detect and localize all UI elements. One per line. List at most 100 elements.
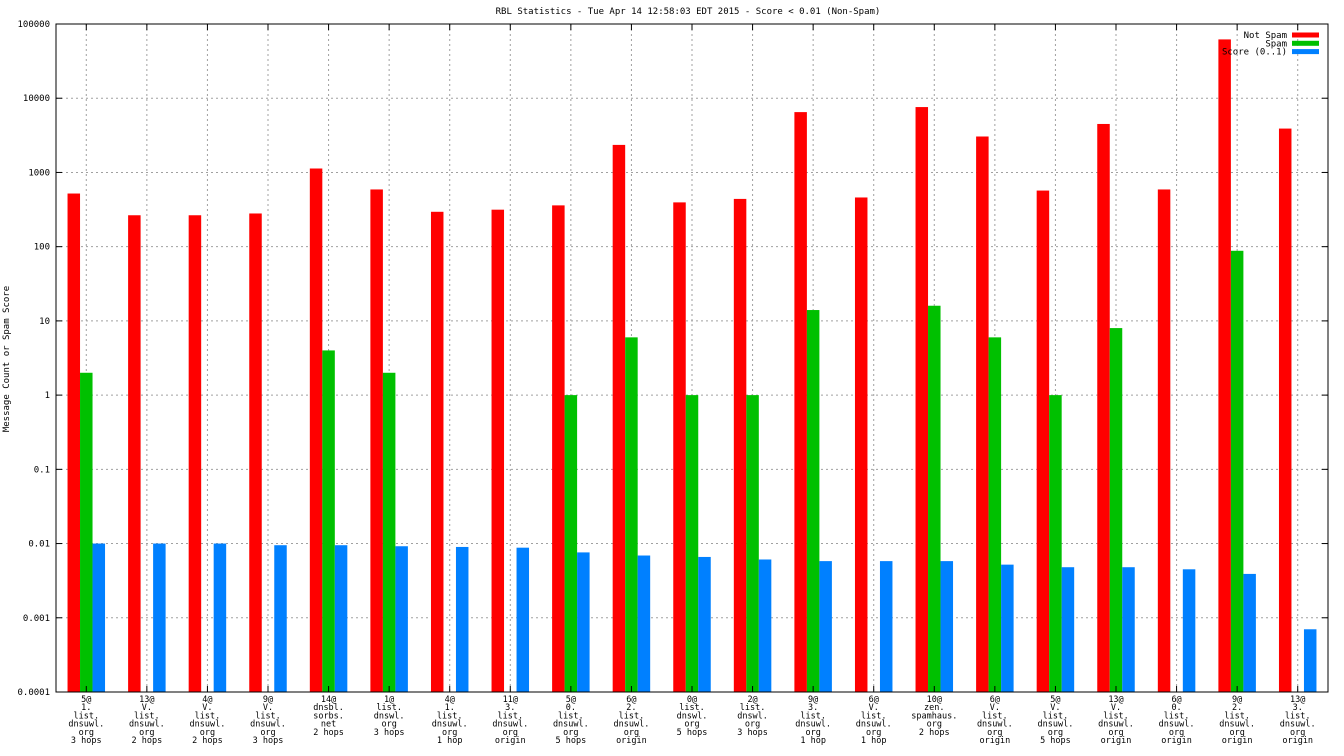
x-tick-label: 6@ 0. list. dnsuwl. org origin [1159,695,1195,746]
y-tick-label: 0.0001 [17,688,50,698]
x-tick-label: 9@ V. list. dnsuwl. org 3 hops [250,695,286,746]
bar-score-0-1 [153,543,166,692]
bar-spam [928,305,941,692]
legend-swatch [1292,40,1319,46]
bar-not-spam [128,215,141,692]
bar-not-spam [309,168,323,693]
x-tick-label: 9@ 2. list. dnsuwl. org origin [1219,695,1255,746]
bar-score-0-1 [819,561,832,692]
x-tick-label: 13@ 3. list. dnsuwl. org origin [1280,695,1316,746]
bar-not-spam [430,211,444,693]
x-tick-label: 10@ zen. spamhaus. org 2 hops [911,695,957,738]
bar-not-spam [854,197,868,692]
bars-layer [67,39,1317,693]
bar-score-0-1 [1001,564,1014,692]
bar-not-spam [733,198,747,692]
bar-spam [564,395,578,692]
bar-spam [685,395,699,692]
y-tick-label: 0.001 [23,614,50,624]
x-tick-label: 4@ 1. list. dnsuwl. org 1 hop [432,695,468,746]
x-tick-label: 13@ V. list. dnsuwl. org origin [1098,695,1134,746]
bar-spam [1049,395,1062,692]
y-tick-label: 0.1 [34,465,50,475]
bar-score-0-1 [637,555,651,692]
bar-not-spam [673,202,686,692]
x-tick-label: 14@ dnsbl. sorbs. net 2 hops [313,695,344,738]
bar-not-spam [67,193,81,692]
chart-title: RBL Statistics - Tue Apr 14 12:58:03 EDT… [496,7,881,17]
bar-score-0-1 [758,559,772,692]
x-tick-label: 2@ list. dnswl. org 3 hops [737,695,768,738]
y-tick-label: 1 [45,391,50,401]
x-tick-label: 13@ V. list. dnsuwl. org 2 hops [129,695,165,746]
bar-score-0-1 [940,561,954,692]
bar-score-0-1 [395,546,408,692]
bar-spam [322,350,335,692]
y-tick-label: 100000 [17,20,50,30]
legend-swatch [1292,32,1319,38]
bar-not-spam [552,205,565,693]
bar-score-0-1 [213,543,227,692]
y-axis-title: Message Count or Spam Score [2,286,12,432]
bar-not-spam [794,112,807,692]
bar-score-0-1 [1061,567,1075,692]
bar-spam [1230,250,1244,692]
x-tick-label: 11@ 3. list. dnsuwl. org origin [492,695,528,746]
bar-score-0-1 [577,552,590,692]
x-tick-label: 0@ list. dnswl. org 5 hops [677,695,708,738]
bar-not-spam [491,209,505,692]
legend-label: Score (0..1) [1222,48,1287,58]
bar-spam [80,372,93,692]
y-tick-label: 1000 [28,168,50,178]
bar-spam [625,337,638,692]
bar-spam [746,395,759,692]
x-tick-label: 5@ 0. list. dnsuwl. org 5 hops [553,695,589,746]
bar-not-spam [370,189,383,692]
bar-not-spam [249,213,262,692]
y-tick-label: 0.01 [28,540,50,550]
x-tick-label: 6@ V. list. dnsuwl. org origin [977,695,1013,746]
x-tick-labels: 5@ 1. list. dnsuwl. org 3 hops 13@ V. list. dnsuw… [68,695,1315,746]
x-tick-label: 5@ 1. list. dnsuwl. org 3 hops [68,695,104,746]
x-tick-label: 6@ V. list. dnsuwl. org 1 hop [856,695,892,746]
bar-score-0-1 [1303,629,1317,692]
bar-score-0-1 [516,547,530,692]
bar-spam [806,310,820,692]
bar-spam [1109,328,1123,692]
legend-swatch [1292,49,1319,55]
bar-not-spam [1157,189,1171,692]
x-tick-label: 6@ 2. list. dnsuwl. org origin [614,695,650,746]
bar-score-0-1 [334,545,348,692]
bar-score-0-1 [1182,569,1196,692]
bar-score-0-1 [1122,567,1135,692]
legend-label: Not Spam [1244,31,1287,41]
x-tick-label: 9@ 3. list. dnsuwl. org 1 hop [795,695,831,746]
bar-not-spam [976,136,989,692]
bar-score-0-1 [274,545,287,692]
bar-not-spam [612,144,626,693]
bar-not-spam [1218,39,1231,692]
bar-score-0-1 [879,561,893,692]
y-tick-label: 100 [34,243,50,253]
bar-score-0-1 [92,543,106,692]
y-tick-label: 10000 [23,94,50,104]
x-tick-label: 4@ V. list. dnsuwl. org 2 hops [190,695,226,746]
bar-spam [988,337,1002,692]
x-tick-label: 5@ V. list. dnsuwl. org 5 hops [1038,695,1074,746]
bar-score-0-1 [1243,573,1256,692]
bar-score-0-1 [698,556,711,692]
y-tick-label: 10 [39,317,50,327]
bar-spam [382,372,396,692]
bar-not-spam [1036,190,1050,692]
bar-not-spam [1278,128,1292,692]
ticks-layer: 0.0001 0.001 0.01 0.1 1 10 100 1000 10000 100000 [17,20,1328,698]
legend-label: Spam [1265,39,1287,49]
bar-not-spam [1097,123,1110,693]
bar-not-spam [915,107,929,693]
bar-score-0-1 [455,546,469,692]
x-tick-label: 1@ list. dnswl. org 3 hops [374,695,405,738]
bar-not-spam [188,215,202,692]
